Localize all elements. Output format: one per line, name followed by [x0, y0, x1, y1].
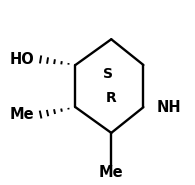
Text: Me: Me — [10, 107, 34, 122]
Text: HO: HO — [9, 52, 34, 67]
Text: S: S — [103, 67, 113, 81]
Text: NH: NH — [156, 100, 181, 115]
Text: R: R — [106, 91, 117, 105]
Text: Me: Me — [99, 165, 124, 180]
